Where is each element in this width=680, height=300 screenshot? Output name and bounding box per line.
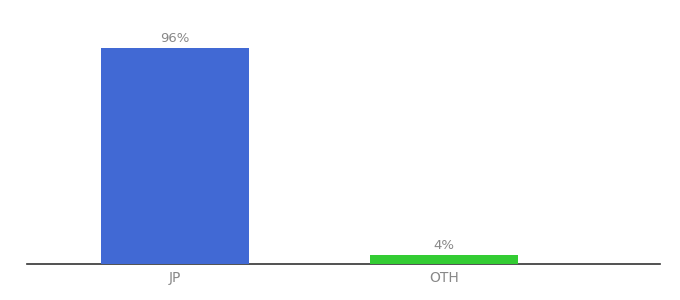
Text: 96%: 96% bbox=[160, 32, 190, 45]
Bar bbox=[371, 255, 518, 264]
Text: 4%: 4% bbox=[434, 238, 455, 252]
Bar bbox=[101, 48, 249, 264]
